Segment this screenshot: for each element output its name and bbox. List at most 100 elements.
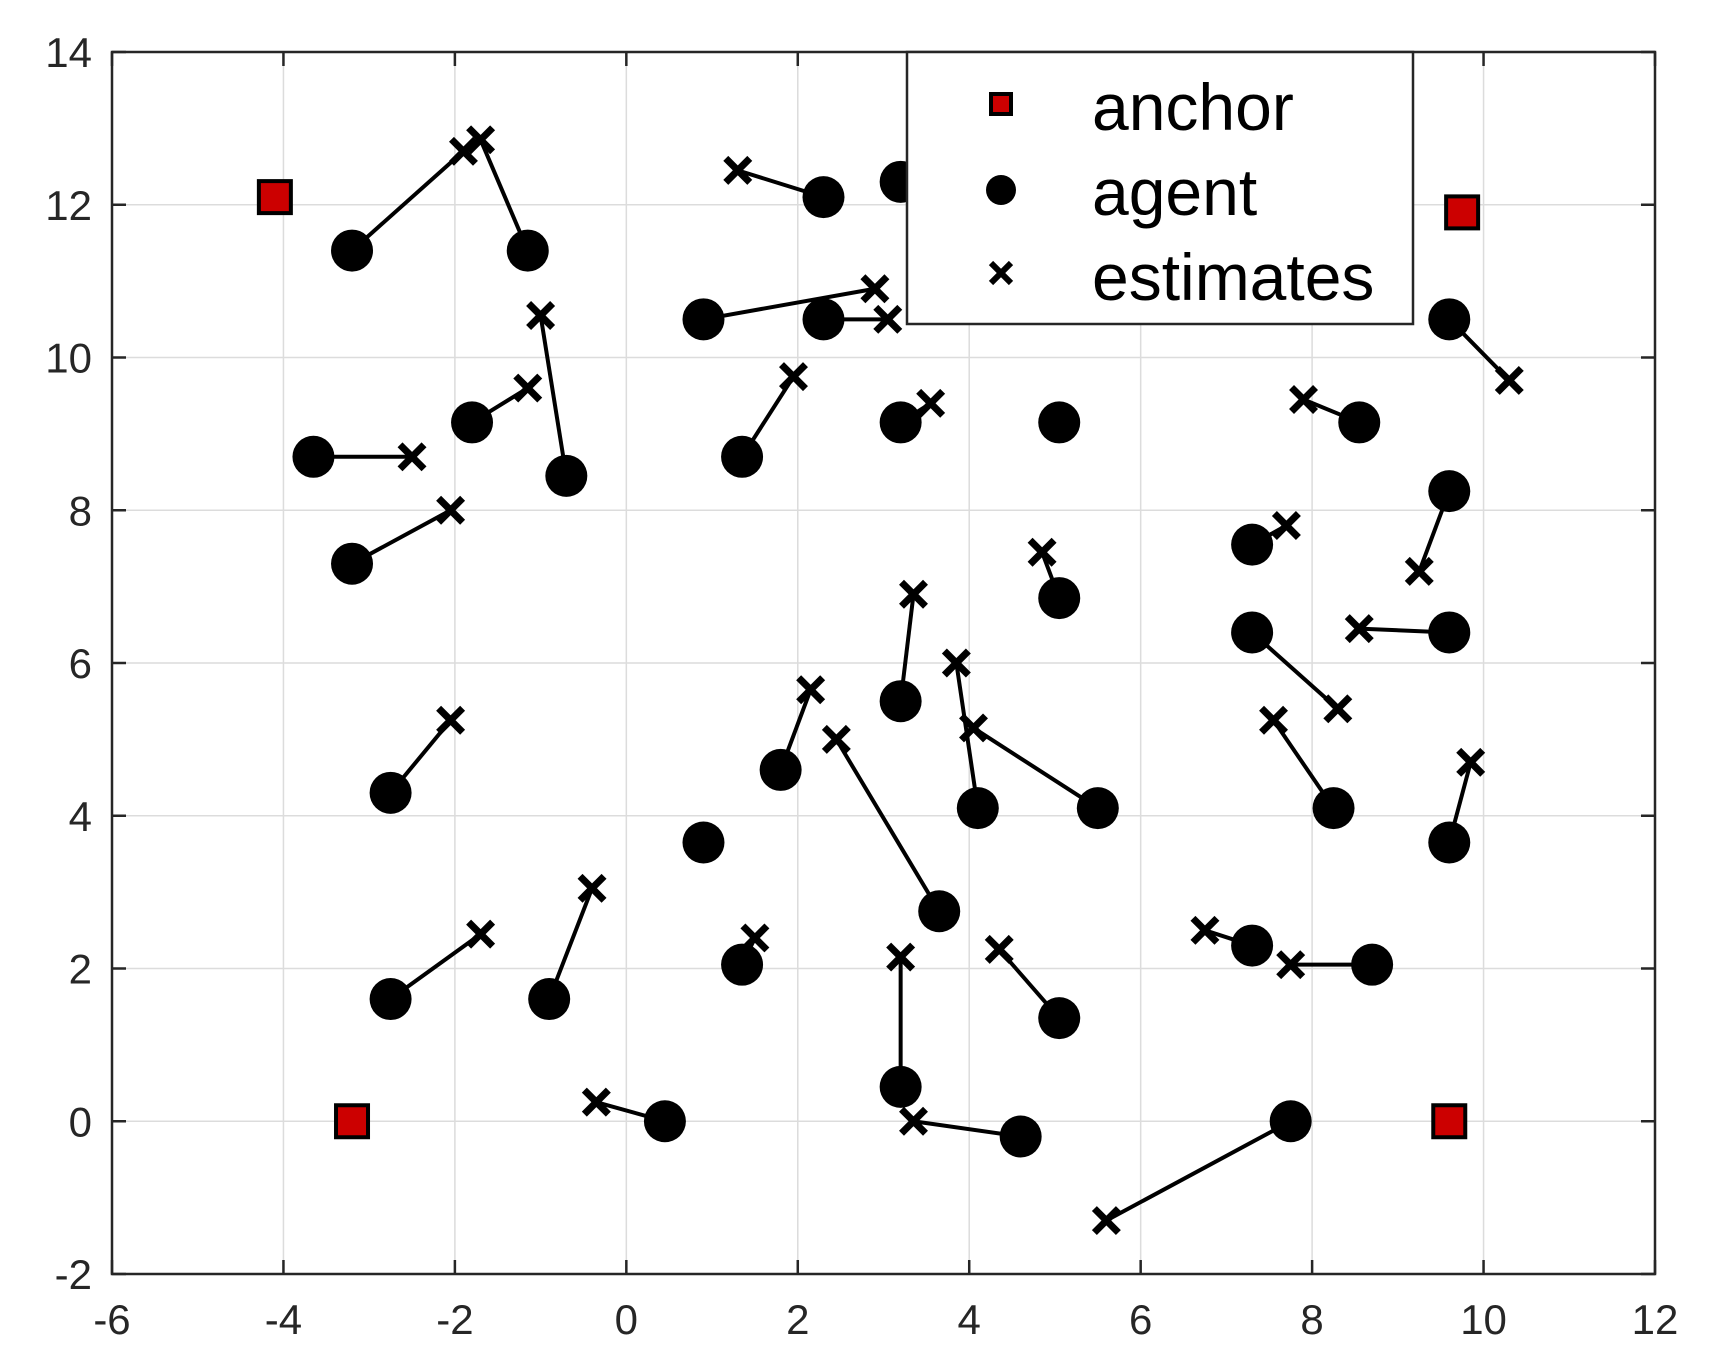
- y-tick-label: 0: [69, 1098, 92, 1145]
- agent-marker: [802, 298, 845, 341]
- estimate-marker-stroke: [526, 301, 556, 330]
- estimate-marker: [1323, 694, 1353, 724]
- estimate-marker: [397, 442, 427, 472]
- agent-marker: [802, 176, 845, 219]
- legend-label-agent: agent: [1092, 155, 1257, 229]
- estimate-marker-stroke: [577, 873, 607, 903]
- x-tick-label: 2: [786, 1296, 809, 1343]
- estimate-marker-stroke: [1190, 915, 1220, 945]
- estimate-marker: [1271, 511, 1301, 540]
- agent-marker: [1428, 611, 1471, 654]
- agent-marker: [682, 821, 725, 864]
- estimate-marker-stroke: [1259, 705, 1289, 735]
- axis-ticks: [110, 50, 1657, 1276]
- x-tick-label: 4: [958, 1296, 981, 1343]
- anchor-marker: [1431, 1103, 1468, 1140]
- agent-estimate-link: [834, 738, 941, 913]
- x-tick-label: 8: [1300, 1296, 1323, 1343]
- estimate-marker: [899, 579, 928, 609]
- estimate-marker: [577, 873, 607, 903]
- estimate-marker-stroke: [779, 362, 808, 392]
- estimate-marker: [899, 1106, 928, 1136]
- agent-marker: [369, 771, 412, 814]
- legend-label-estimates: estimates: [1092, 240, 1374, 314]
- estimate-marker: [779, 362, 808, 392]
- estimate-marker: [796, 675, 826, 705]
- legend-agent-marker: [986, 175, 1016, 205]
- estimate-marker-stroke: [1494, 365, 1524, 395]
- estimate-marker: [581, 1087, 611, 1117]
- x-axis-tick-labels: -6 -4 -2 0 2 4 6 8 10 12: [93, 1296, 1678, 1343]
- estimate-marker-stroke: [899, 579, 928, 609]
- agent-marker: [1428, 298, 1471, 341]
- estimate-marker-stroke: [984, 934, 1014, 964]
- agent-marker: [545, 454, 588, 497]
- estimate-marker: [1190, 915, 1220, 945]
- agent-estimate-link: [703, 286, 876, 322]
- legend-estimates-marker: [988, 260, 1014, 286]
- agent-marker: [759, 748, 802, 791]
- estimate-marker-stroke: [886, 942, 916, 972]
- estimate-marker: [1494, 365, 1524, 395]
- agent-estimate-link: [972, 726, 1099, 810]
- estimate-marker-stroke: [723, 155, 753, 185]
- agent-marker: [956, 787, 999, 830]
- y-tick-label: 12: [45, 182, 92, 229]
- data-markers: [256, 125, 1524, 1236]
- agent-marker: [506, 229, 549, 272]
- estimate-marker: [1456, 747, 1486, 777]
- estimate-marker-stroke: [821, 724, 851, 754]
- agent-marker: [879, 401, 922, 444]
- x-tick-label: -4: [265, 1296, 302, 1343]
- x-tick-label: 0: [615, 1296, 638, 1343]
- estimate-marker-stroke: [581, 1087, 611, 1117]
- estimate-marker-stroke: [397, 442, 427, 472]
- y-tick-label: 10: [45, 335, 92, 382]
- y-tick-label: 4: [69, 793, 92, 840]
- agent-marker: [918, 890, 961, 933]
- estimate-marker: [466, 125, 496, 155]
- agent-marker: [292, 435, 335, 478]
- agent-estimate-link: [350, 149, 465, 253]
- estimate-marker: [526, 301, 556, 330]
- estimate-marker-stroke: [466, 125, 496, 155]
- x-tick-label: 6: [1129, 1296, 1152, 1343]
- estimate-marker-stroke: [916, 388, 946, 418]
- agent-marker: [1312, 787, 1355, 830]
- agent-marker: [331, 229, 374, 272]
- agent-marker: [999, 1115, 1042, 1158]
- estimate-marker: [860, 274, 890, 304]
- agent-estimate-link: [538, 315, 569, 477]
- estimate-marker-stroke: [436, 705, 466, 735]
- x-tick-label: 12: [1632, 1296, 1679, 1343]
- legend: anchor agent estimates: [905, 50, 1415, 326]
- estimate-marker: [1289, 385, 1319, 414]
- agent-marker: [1076, 787, 1119, 830]
- agent-marker: [1231, 611, 1274, 654]
- estimate-marker-stroke: [448, 136, 478, 166]
- y-tick-label: 2: [69, 946, 92, 993]
- agent-marker: [451, 401, 494, 444]
- agent-marker: [1038, 577, 1081, 620]
- estimate-marker-stroke: [959, 713, 988, 743]
- x-tick-label: 10: [1460, 1296, 1507, 1343]
- estimate-marker: [1091, 1206, 1121, 1236]
- y-axis-tick-labels: -2 0 2 4 6 8 10 12 14: [45, 29, 92, 1298]
- agent-marker: [331, 542, 374, 585]
- anchor-marker: [256, 179, 293, 216]
- agent-estimate-link: [1105, 1119, 1292, 1223]
- estimate-marker: [984, 934, 1014, 964]
- estimate-marker-stroke: [1271, 511, 1301, 540]
- agent-marker: [1428, 470, 1471, 513]
- agent-marker: [682, 298, 725, 341]
- estimate-marker-stroke: [513, 373, 543, 403]
- estimate-marker-stroke: [796, 675, 826, 705]
- agent-marker: [1269, 1100, 1312, 1143]
- estimate-marker: [448, 136, 478, 166]
- estimate-marker: [436, 495, 466, 525]
- agent-marker: [1428, 821, 1471, 864]
- y-tick-label: 8: [69, 487, 92, 534]
- estimate-marker-stroke: [1276, 950, 1306, 980]
- estimate-marker-stroke: [1404, 556, 1434, 586]
